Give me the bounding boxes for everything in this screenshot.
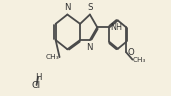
Text: CH₃: CH₃ bbox=[133, 57, 146, 63]
Text: H: H bbox=[35, 73, 41, 82]
Text: N: N bbox=[64, 3, 71, 12]
Text: S: S bbox=[88, 3, 93, 12]
Text: NH: NH bbox=[110, 23, 122, 32]
Text: O: O bbox=[127, 48, 134, 57]
Text: N: N bbox=[86, 43, 93, 52]
Text: CH₃: CH₃ bbox=[45, 54, 59, 60]
Text: Cl: Cl bbox=[32, 81, 41, 90]
